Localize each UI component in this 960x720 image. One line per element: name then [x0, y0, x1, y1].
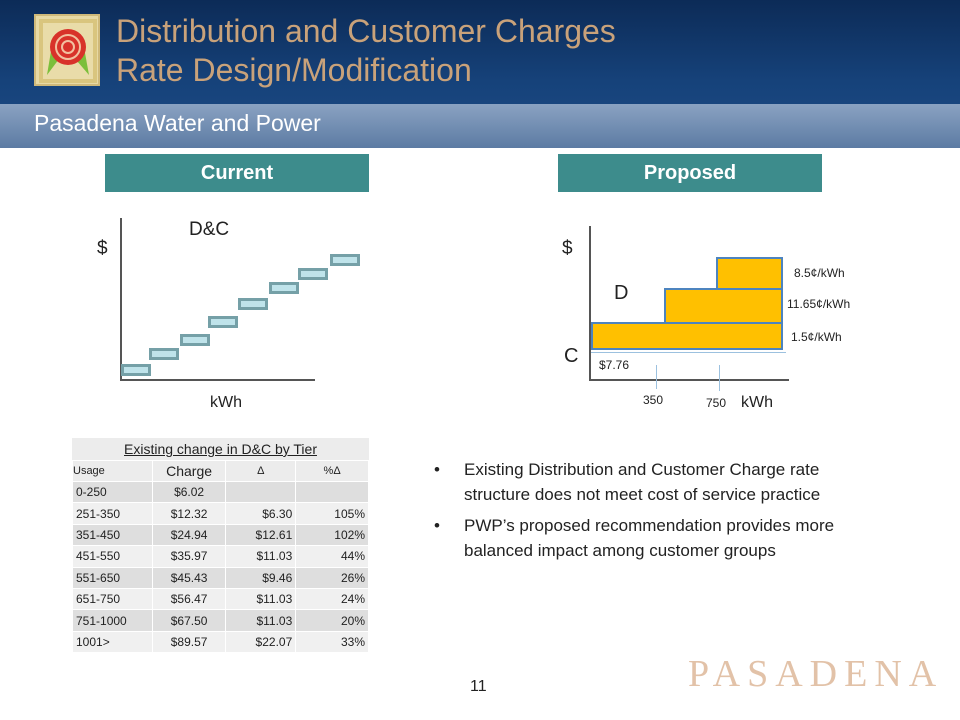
- proposed-x-axis: [589, 379, 789, 381]
- tick-350-label: 350: [643, 393, 664, 407]
- tier-block-top: [716, 257, 783, 290]
- customer-charge-line: [591, 352, 786, 353]
- table-row: 751-1000 $67.50 $11.03 20%: [72, 609, 369, 632]
- page-number: 11: [470, 678, 487, 695]
- proposed-heading: Proposed: [558, 154, 822, 192]
- delta-cell: [225, 480, 297, 504]
- table-row: 551-650 $45.43 $9.46 26%: [72, 566, 369, 589]
- title-line-2: Rate Design/Modification: [116, 52, 472, 88]
- charge-cell: $89.57: [151, 630, 227, 654]
- table-row: 1001> $89.57 $22.07 33%: [72, 630, 369, 654]
- pct-cell: 105%: [295, 502, 369, 525]
- pct-cell: 24%: [295, 587, 369, 611]
- bullet-item: Existing Distribution and Customer Charg…: [430, 457, 890, 507]
- usage-cell: 351-450: [72, 523, 153, 547]
- delta-cell: $6.30: [225, 502, 297, 525]
- current-series-label: D&C: [189, 219, 230, 240]
- usage-cell: 1001>: [72, 630, 153, 654]
- tier-step-7: [298, 268, 328, 280]
- table-header-row: Usage Charge Δ %Δ: [72, 460, 369, 482]
- tier-step-8: [330, 254, 360, 266]
- bullet-item: PWP’s proposed recommendation provides m…: [430, 513, 890, 563]
- current-x-axis-label: kWh: [210, 394, 242, 411]
- usage-cell: 651-750: [72, 587, 153, 611]
- tier-step-6: [269, 282, 299, 294]
- pct-cell: [295, 480, 369, 504]
- pct-cell: 20%: [295, 609, 369, 632]
- tier-step-5: [238, 298, 268, 310]
- delta-cell: $9.46: [225, 566, 297, 589]
- rose-logo-icon: [34, 14, 100, 86]
- tier-step-2: [149, 348, 179, 360]
- distribution-label: D: [614, 282, 629, 304]
- table-row: 0-250 $6.02: [72, 480, 369, 504]
- charge-cell: $6.02: [151, 480, 227, 504]
- charge-cell: $56.47: [151, 587, 227, 611]
- usage-cell: 751-1000: [72, 609, 153, 632]
- slide-header: Distribution and Customer Charges Rate D…: [0, 0, 960, 148]
- header-charge: Charge: [151, 460, 227, 482]
- table-row: 351-450 $24.94 $12.61 102%: [72, 523, 369, 547]
- delta-cell: $11.03: [225, 609, 297, 632]
- customer-label: C: [564, 345, 579, 367]
- tick-750-label: 750: [706, 396, 727, 410]
- table-row: 651-750 $56.47 $11.03 24%: [72, 587, 369, 611]
- table-caption: Existing change in D&C by Tier: [72, 438, 369, 460]
- header-usage: Usage: [72, 460, 153, 482]
- pasadena-wordmark: PASADENA: [688, 653, 944, 695]
- pct-cell: 44%: [295, 545, 369, 568]
- delta-cell: $11.03: [225, 587, 297, 611]
- rate-top-label: 8.5¢/kWh: [794, 266, 845, 280]
- usage-cell: 551-650: [72, 566, 153, 589]
- current-y-axis-label: $: [97, 238, 108, 259]
- table-row: 451-550 $35.97 $11.03 44%: [72, 545, 369, 568]
- charge-cell: $24.94: [151, 523, 227, 547]
- tier-step-3: [180, 334, 210, 346]
- charge-cell: $35.97: [151, 545, 227, 568]
- rate-middle-label: 11.65¢/kWh: [787, 297, 851, 311]
- current-heading: Current: [105, 154, 369, 192]
- charge-cell: $67.50: [151, 609, 227, 632]
- proposed-y-axis: [589, 226, 591, 381]
- pct-cell: 102%: [295, 523, 369, 547]
- rate-bottom-label: 1.5¢/kWh: [791, 330, 842, 344]
- header-pct-delta: %Δ: [295, 460, 369, 482]
- pct-cell: 26%: [295, 566, 369, 589]
- slide-subtitle: Pasadena Water and Power: [34, 110, 321, 136]
- tier-block-bottom: [591, 322, 783, 350]
- delta-cell: $12.61: [225, 523, 297, 547]
- current-y-axis: [120, 218, 122, 381]
- customer-charge-value: $7.76: [599, 358, 630, 372]
- title-line-1: Distribution and Customer Charges: [116, 13, 616, 49]
- usage-cell: 0-250: [72, 480, 153, 504]
- proposed-y-axis-label: $: [562, 238, 573, 259]
- delta-cell: $22.07: [225, 630, 297, 654]
- proposed-x-axis-label: kWh: [741, 394, 773, 411]
- tier-change-table: Existing change in D&C by Tier Usage Cha…: [72, 438, 369, 654]
- current-x-axis: [120, 379, 315, 381]
- delta-cell: $11.03: [225, 545, 297, 568]
- charge-cell: $12.32: [151, 502, 227, 525]
- tick-350-line: [656, 365, 657, 389]
- charge-cell: $45.43: [151, 566, 227, 589]
- pct-cell: 33%: [295, 630, 369, 654]
- tier-step-1: [121, 364, 151, 376]
- slide-title: Distribution and Customer Charges Rate D…: [116, 12, 616, 90]
- tier-step-4: [208, 316, 238, 328]
- header-band: [0, 104, 960, 148]
- table-row: 251-350 $12.32 $6.30 105%: [72, 502, 369, 525]
- usage-cell: 451-550: [72, 545, 153, 568]
- tier-block-middle: [664, 288, 783, 324]
- usage-cell: 251-350: [72, 502, 153, 525]
- bullet-list: Existing Distribution and Customer Charg…: [430, 457, 890, 569]
- tick-750-line: [719, 365, 720, 391]
- header-delta: Δ: [225, 460, 297, 482]
